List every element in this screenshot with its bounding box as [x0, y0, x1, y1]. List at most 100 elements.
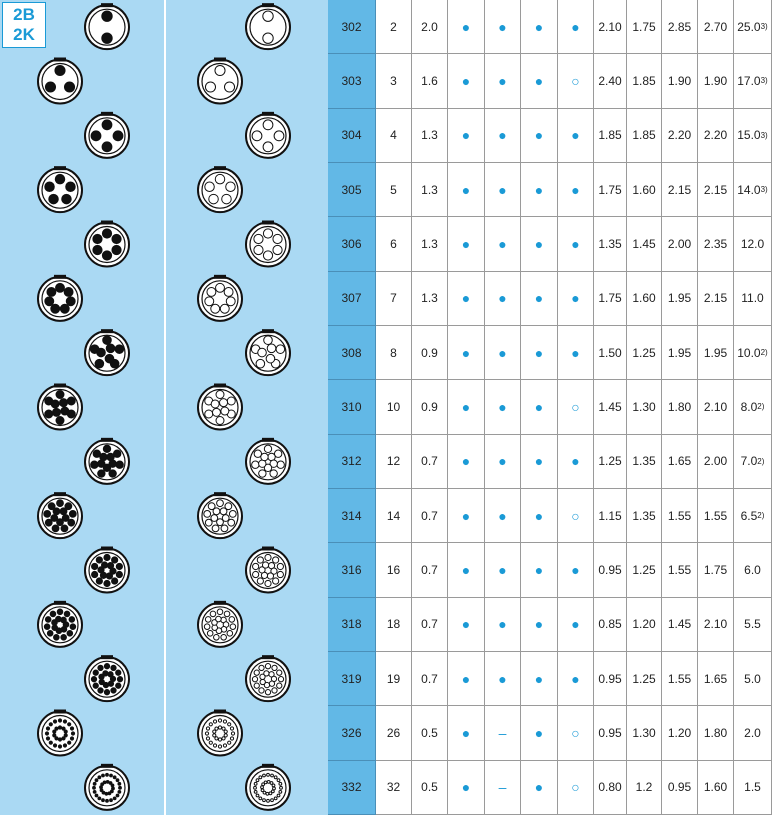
value-cell: 6.5 2) [734, 489, 772, 544]
code-cell: 302 [328, 0, 376, 55]
connector-icon [245, 655, 291, 703]
mark-cell: ● [521, 597, 558, 652]
mark-cell: ● [448, 434, 485, 489]
value-cell: 25.0 3) [734, 0, 772, 55]
icon-part [249, 334, 287, 372]
icon-part [101, 250, 113, 261]
icon-part [115, 682, 122, 689]
icon-part [222, 719, 228, 724]
mark-cell: ● [485, 54, 521, 109]
icon-part [37, 710, 83, 757]
value-cell: 1.25 [627, 326, 662, 381]
size-cell: 0.7 [412, 652, 448, 707]
value-cell: 1.30 [627, 380, 662, 435]
icon-part [214, 383, 226, 388]
icon-part [262, 141, 274, 153]
icon-part [251, 130, 263, 142]
mark-cell: ○ [558, 54, 594, 109]
connector-icon [245, 763, 291, 811]
value-cell: 1.85 [627, 54, 662, 109]
series-line: 2K [13, 25, 35, 44]
icon-part [256, 556, 264, 564]
value-cell: 2.20 [662, 108, 698, 163]
icon-part [41, 280, 79, 318]
icon-part [276, 460, 285, 469]
icon-part [61, 726, 66, 731]
icon-part [223, 81, 236, 93]
icon-part [52, 743, 58, 748]
icon-part [102, 670, 109, 677]
icon-part [54, 383, 66, 388]
contacts-cell: 18 [376, 597, 412, 652]
value-cell: 1.25 [627, 652, 662, 707]
icon-part [266, 343, 277, 354]
value-text: 1.5 [744, 780, 761, 795]
icon-part [269, 459, 278, 468]
value-cell: 2.15 [698, 163, 734, 218]
icon-part [215, 615, 222, 623]
icon-part [105, 772, 109, 777]
icon-part [97, 796, 102, 801]
value-cell: 2.00 [662, 217, 698, 272]
mark-cell: ● [521, 760, 558, 815]
icon-part [103, 689, 111, 696]
value-text: 12.0 [740, 236, 765, 251]
icon-part [102, 444, 112, 454]
icon-part [94, 793, 99, 798]
icon-part [201, 280, 239, 318]
contacts-cell: 7 [376, 271, 412, 326]
icon-part [226, 630, 234, 637]
icon-part [54, 173, 66, 185]
icon-part [88, 769, 126, 807]
icon-part [102, 681, 110, 689]
mark-cell: ● [448, 543, 485, 598]
icon-part [97, 469, 106, 478]
footnote-ref: 2) [760, 348, 768, 358]
icon-part [262, 10, 274, 22]
icon-part [201, 714, 239, 753]
icon-part [110, 664, 117, 672]
contacts-cell: 6 [376, 217, 412, 272]
icon-part [262, 763, 274, 768]
icon-part [262, 329, 274, 334]
connector-icon [245, 437, 291, 485]
connector-icon [84, 220, 130, 268]
mark-cell: ● [521, 217, 558, 272]
connector-icon [37, 383, 83, 431]
icon-part [60, 406, 70, 416]
icon-part [59, 398, 69, 408]
connector-icon [84, 655, 130, 703]
value-cell: 1.2 [627, 760, 662, 815]
mark-cell: ● [521, 543, 558, 598]
value-cell: 1.80 [698, 706, 734, 761]
mark-cell: ○ [558, 706, 594, 761]
value-cell: 1.75 [698, 543, 734, 598]
icon-part [252, 570, 260, 579]
icon-part [268, 680, 276, 687]
icon-part [260, 452, 269, 462]
icon-part [229, 736, 235, 741]
icon-part [207, 502, 216, 511]
icon-part [215, 390, 225, 399]
icon-part [54, 64, 66, 77]
icon-part [53, 634, 60, 641]
mark-cell: ● [485, 380, 521, 435]
icon-part [60, 524, 69, 533]
value-cell: 1.5 [734, 760, 772, 815]
mark-cell: ● [521, 163, 558, 218]
value-cell: 1.55 [662, 543, 698, 598]
icon-part [41, 606, 79, 644]
mark-cell: ● [558, 543, 594, 598]
icon-part [92, 233, 103, 245]
footnote-ref: 3) [760, 76, 768, 86]
icon-part [273, 449, 283, 458]
mark-cell: ● [448, 217, 485, 272]
icon-part [210, 399, 220, 409]
icon-part [46, 630, 54, 637]
icon-part [54, 736, 59, 741]
value-cell: 1.75 [627, 0, 662, 55]
size-cell: 1.3 [412, 217, 448, 272]
icon-part [262, 111, 274, 116]
connector-icon [37, 709, 83, 757]
value-cell: 1.90 [662, 54, 698, 109]
